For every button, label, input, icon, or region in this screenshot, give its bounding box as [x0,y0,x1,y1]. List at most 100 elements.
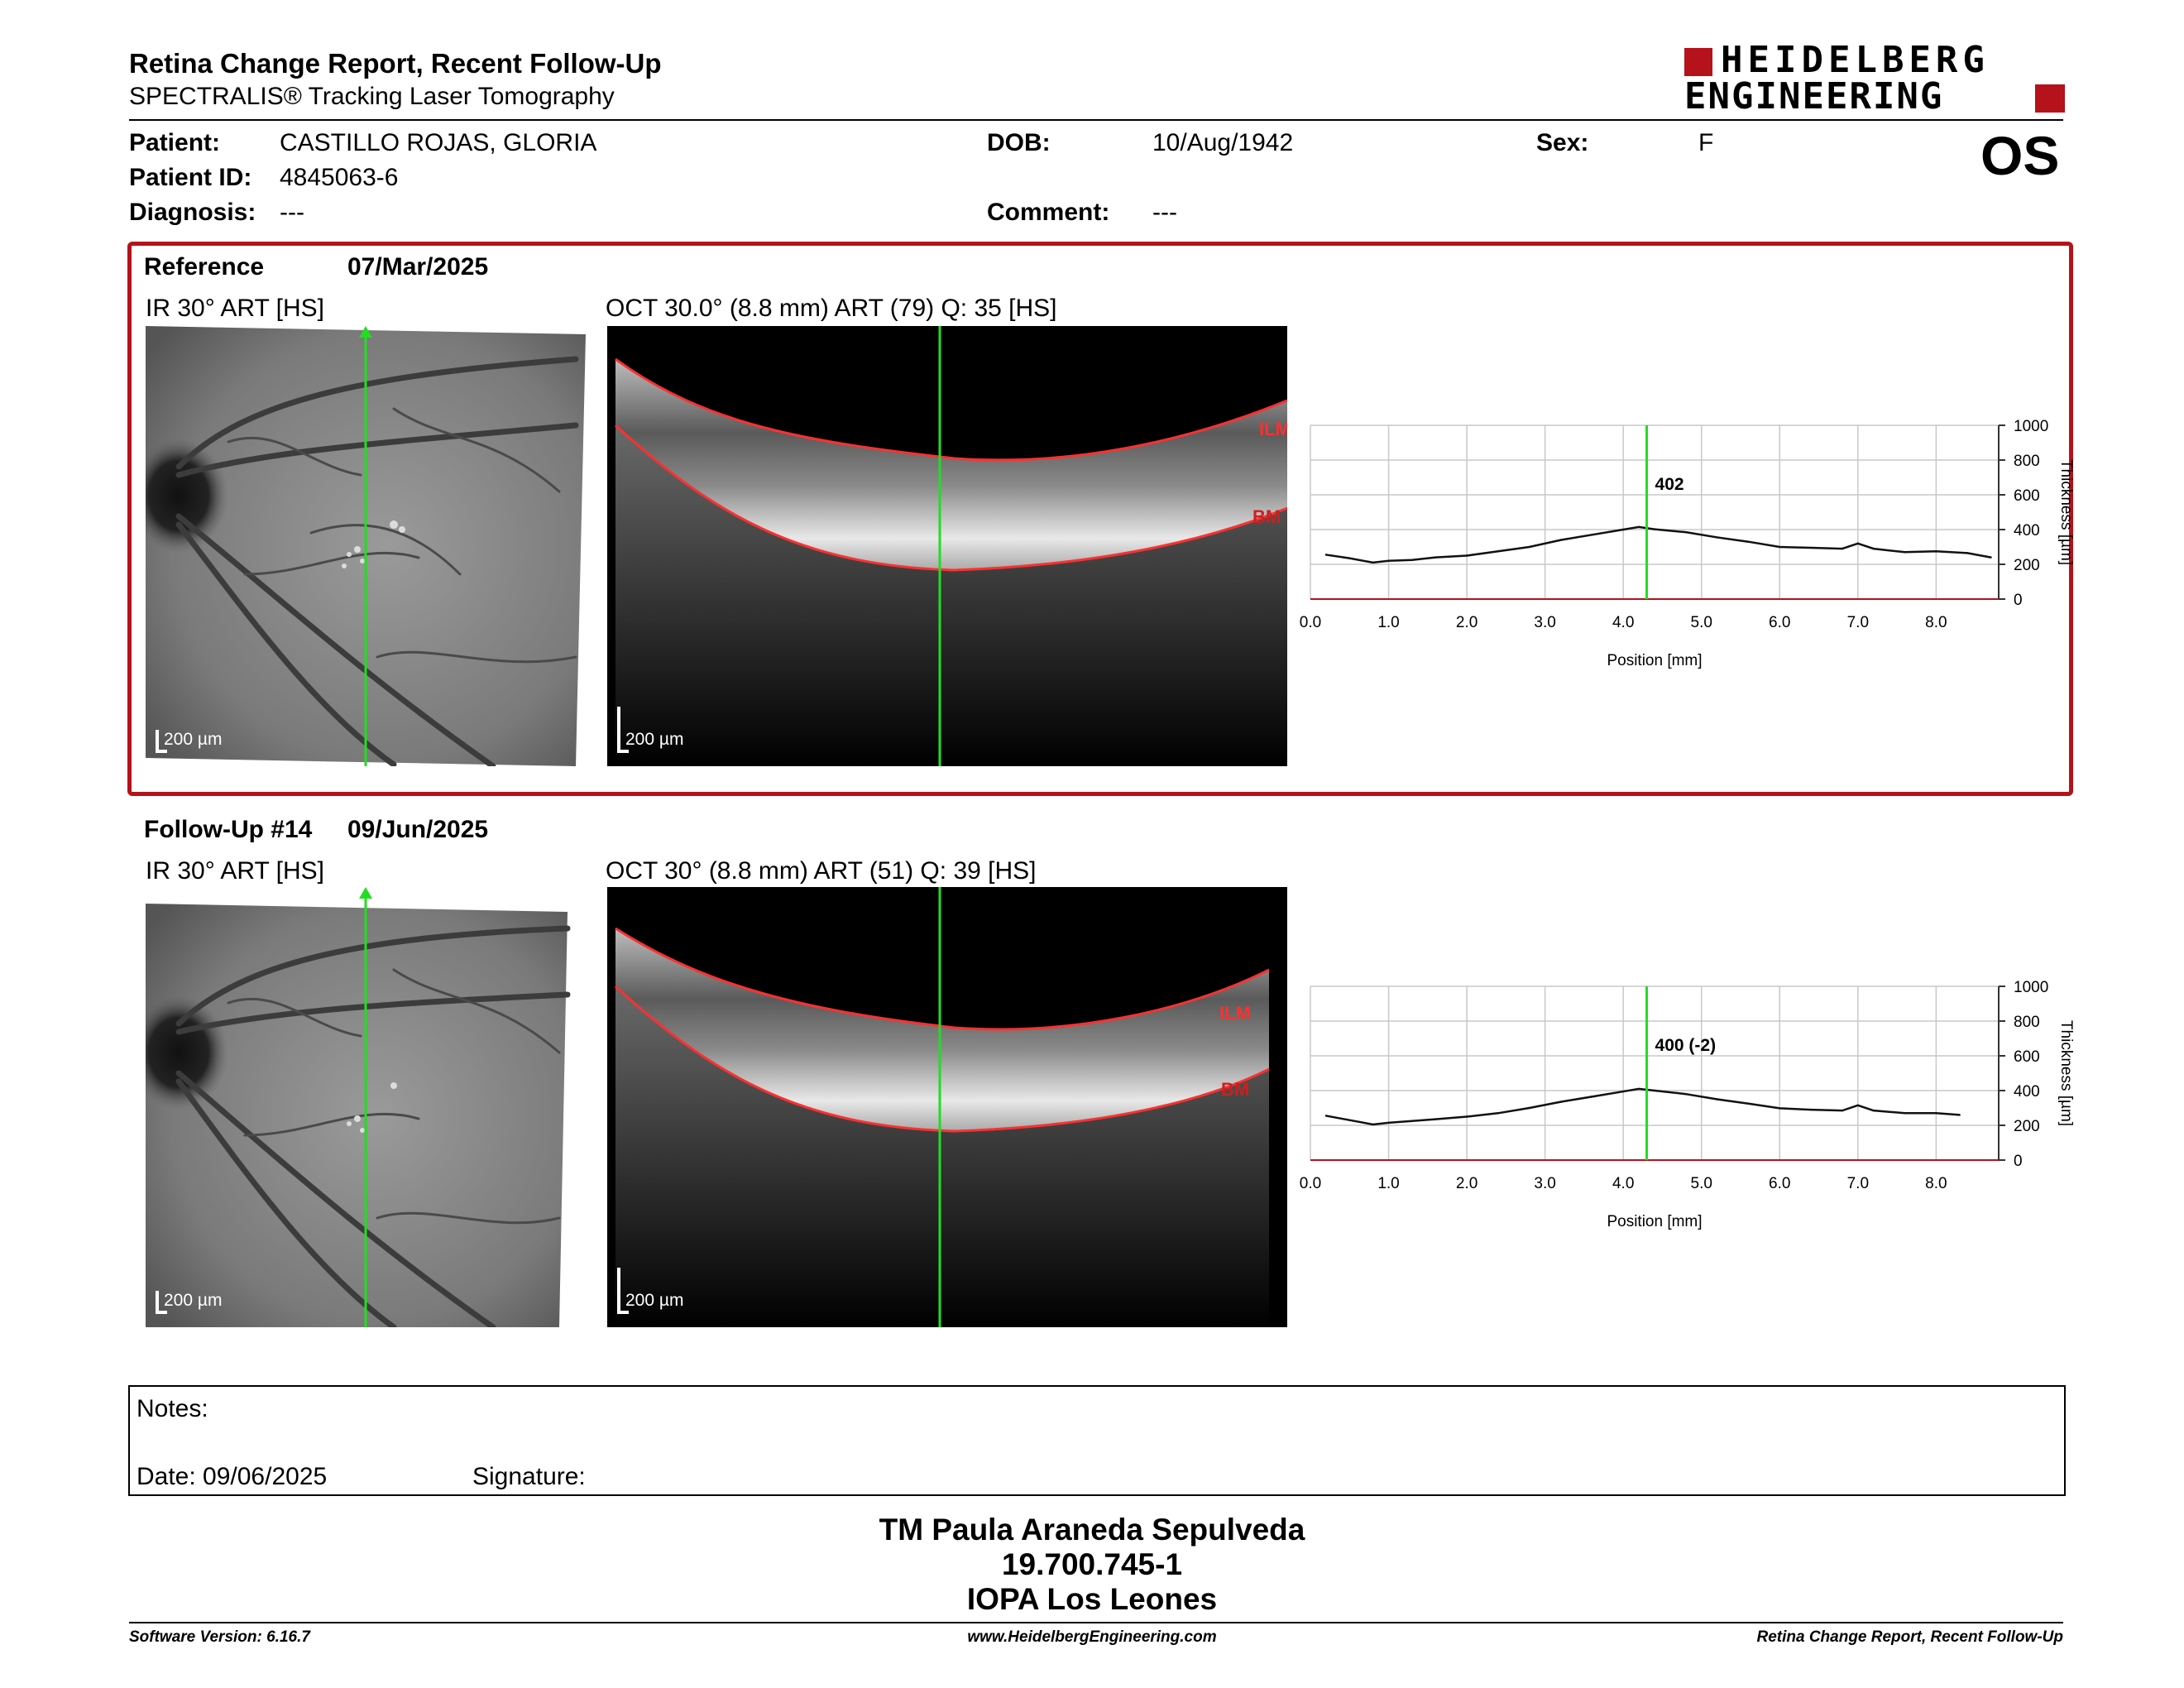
data-point [1387,1121,1390,1125]
signer-name: TM Paula Araneda Sepulveda [879,1513,1305,1547]
data-point [1809,546,1813,549]
reference-frame [127,242,2073,796]
data-point [1559,539,1562,541]
comment-value: --- [1152,199,1177,226]
data-point [1958,1114,1961,1116]
followup-ir-caption: IR 30° ART [HS] [146,857,324,885]
data-point [1841,1109,1844,1112]
notes-label: Notes: [136,1395,208,1422]
sex-value: F [1698,129,1714,156]
patient-id: 4845063-6 [280,164,399,191]
data-point [1348,557,1351,559]
data-point [1497,550,1500,553]
footer-report-name: Retina Change Report, Recent Follow-Up [1756,1628,2063,1646]
x-tick-label: 8.0 [1925,1175,1947,1192]
x-axis-label: Position [mm] [1607,652,1702,669]
followup-ir-image: 200 µm [146,887,586,1327]
data-point [1387,559,1390,562]
footer-divider [129,1622,2063,1623]
report-title: Retina Change Report, Recent Follow-Up [129,48,662,79]
y-tick-label: 800 [2014,1014,2040,1031]
data-point [1528,1106,1530,1110]
x-tick-label: 4.0 [1612,614,1634,631]
data-point [1637,525,1640,529]
notes-date: Date: 09/06/2025 [136,1463,328,1490]
y-tick-label: 400 [2014,1083,2040,1101]
data-point [1872,547,1875,550]
data-point [1684,530,1688,534]
x-axis-label: Position [mm] [1607,1213,1702,1230]
x-tick-label: 1.0 [1377,1175,1399,1192]
followup-ilm-label: ILM [1219,1003,1251,1024]
reference-thickness-chart: 0.0 1.0 2.0 3.0 4.0 5.0 6.0 7.0 8.0 0 200 400 600 800… [1300,418,2075,669]
followup-oct-image: ILM BM 200 µm [607,887,1287,1327]
data-point [1747,540,1750,543]
x-tick-label: 6.0 [1769,1175,1790,1192]
data-point [1465,554,1468,557]
y-axis-label: Thickness [µm] [2057,459,2075,565]
thickness-series-line [1325,1087,1960,1126]
data-point [1779,545,1781,549]
report-subtitle: SPECTRALIS® Tracking Laser Tomography [129,83,615,110]
data-point [1904,1112,1906,1115]
data-point [1621,528,1625,531]
reference-ir-image: 200 µm [146,326,586,766]
patient-label: Patient: [129,129,221,156]
reference-oct-caption: OCT 30.0° (8.8 mm) ART (79) Q: 35 [HS] [606,295,1057,322]
data-point [1716,1098,1718,1101]
data-point [1872,1109,1875,1112]
x-tick-label: 7.0 [1847,614,1869,631]
data-point [1716,536,1718,539]
data-point [1747,1102,1750,1105]
x-tick-label: 1.0 [1377,614,1399,631]
marker-value-label: 402 [1655,475,1684,494]
y-tick-label: 200 [2014,1118,2040,1135]
x-tick-label: 8.0 [1925,614,1947,631]
y-tick-label: 1000 [2014,979,2048,996]
sex-label: Sex: [1536,129,1589,156]
data-point [1935,550,1937,553]
data-point [1324,554,1328,556]
x-tick-label: 5.0 [1691,1175,1712,1192]
followup-label: Follow-Up #14 [144,816,313,843]
data-point [1372,1123,1374,1126]
y-tick-label: 600 [2014,487,2040,505]
x-tick-label: 2.0 [1456,614,1478,631]
y-tick-label: 600 [2014,1048,2040,1066]
x-tick-label: 4.0 [1612,1175,1634,1192]
y-tick-label: 400 [2014,522,2040,539]
y-tick-label: 1000 [2014,418,2048,435]
data-point [1841,547,1844,550]
data-point [1324,1115,1328,1117]
followup-oct-caption: OCT 30° (8.8 mm) ART (51) Q: 39 [HS] [606,857,1037,885]
data-point [1591,1096,1593,1098]
reference-bm-label: BM [1252,506,1281,527]
signature-label: Signature: [472,1463,586,1490]
data-point [1935,1112,1937,1115]
data-point [1809,1108,1813,1111]
website-link[interactable]: www.HeidelbergEngineering.com [967,1628,1217,1646]
dob-label: DOB: [987,129,1051,156]
data-point [1856,1104,1860,1107]
software-version: Software Version: 6.16.7 [129,1628,310,1646]
followup-bm-label: BM [1221,1079,1249,1100]
data-point [1990,556,1992,559]
signer-id: 19.700.745-1 [1001,1547,1183,1581]
x-tick-label: 0.0 [1300,1175,1321,1192]
followup-date: 09/Jun/2025 [347,816,489,843]
eye-indicator: OS [1980,125,2060,186]
data-point [1528,545,1530,549]
marker-value-label: 400 (-2) [1655,1036,1717,1055]
data-point [1410,1120,1414,1122]
reference-ilm-label: ILM [1259,419,1287,439]
data-point [1966,552,1969,554]
reference-date: 07/Mar/2025 [347,253,489,281]
data-point [1559,1101,1562,1103]
data-point [1348,1119,1351,1121]
y-axis-label: Thickness [µm] [2057,1020,2075,1126]
data-point [1497,1112,1500,1115]
data-point [1434,1118,1437,1120]
y-tick-label: 800 [2014,453,2040,470]
notes-box: Notes: Date: 09/06/2025 Signature: [128,1385,2066,1496]
data-point [1779,1107,1781,1110]
